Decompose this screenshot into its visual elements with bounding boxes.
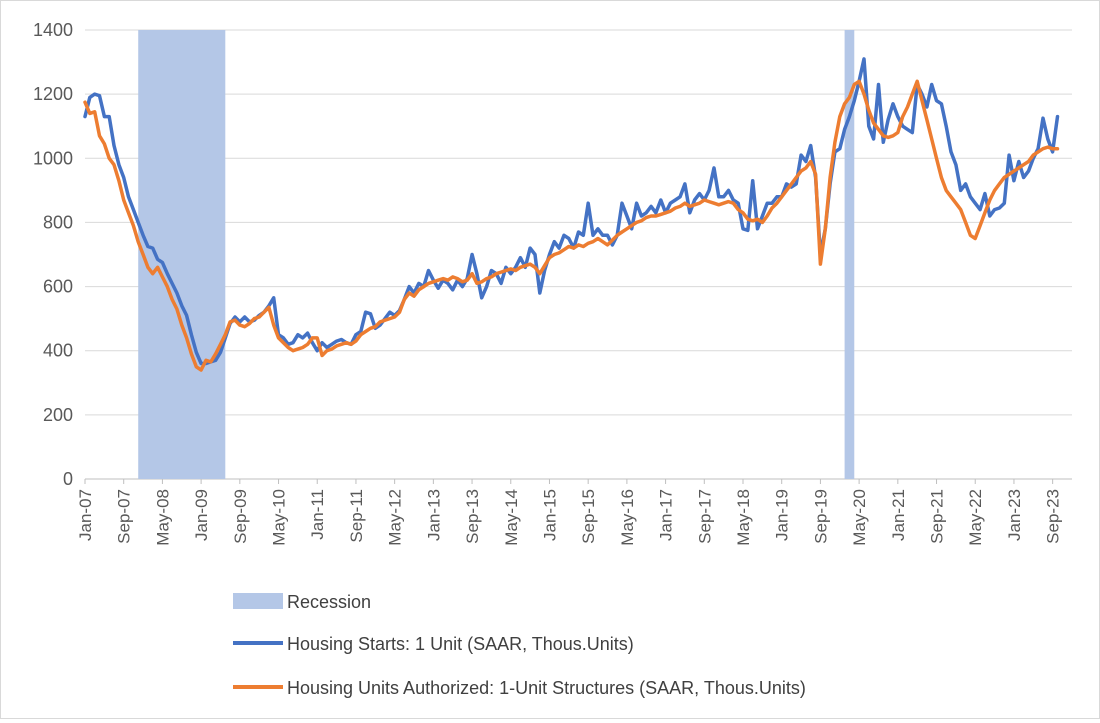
x-tick-label: Sep-15 [579,489,598,544]
x-tick-label: Jan-19 [773,489,792,541]
x-tick-label: Sep-21 [928,489,947,544]
x-tick-label: Jan-17 [657,489,676,541]
y-tick-label: 0 [63,469,73,489]
x-tick-label: Jan-13 [424,489,443,541]
x-tick-label: Sep-17 [695,489,714,544]
y-tick-label: 1000 [33,148,73,168]
x-tick-label: Jan-09 [192,489,211,541]
x-tick-label: May-14 [502,489,521,546]
x-tick-label: May-20 [850,489,869,546]
x-tick-label: Jan-11 [308,489,327,540]
y-tick-label: 1200 [33,84,73,104]
y-tick-label: 800 [43,212,73,232]
legend-swatch-recession [233,593,283,609]
legend: Recession Housing Starts: 1 Unit (SAAR, T… [233,592,806,698]
x-tick-label: Jan-23 [1005,489,1024,541]
x-tick-label: Sep-23 [1044,489,1063,544]
x-tick-label: May-12 [386,489,405,546]
y-tick-label: 1400 [33,20,73,40]
y-tick-label: 200 [43,405,73,425]
gridlines [85,29,1072,480]
recession-band [844,30,855,479]
legend-label: Recession [287,592,371,612]
x-tick-label: Sep-09 [231,489,250,544]
recession-band [138,30,226,479]
x-tick-label: May-16 [618,489,637,546]
x-tick-label: Jan-21 [889,489,908,541]
x-tick-label: May-22 [966,489,985,546]
recession-shading [138,30,855,479]
y-tick-label: 400 [43,341,73,361]
x-tick-label: May-18 [734,489,753,546]
x-tick-label: May-08 [153,489,172,546]
legend-label: Housing Units Authorized: 1-Unit Structu… [287,678,806,698]
axes: 0 200 400 600 800 1000 1200 1400 Jan-07 Sep-07 May… [33,20,1063,546]
x-tick-label: Jan-15 [540,489,559,541]
series-lines [83,57,1060,372]
y-tick-label: 600 [43,277,73,297]
x-tick-label: May-10 [270,489,289,546]
series-line-housing-permits [83,79,1060,372]
x-tick-label: Sep-07 [115,489,134,544]
x-tick-label: Jan-07 [76,489,95,541]
x-tick-label: Sep-19 [811,489,830,544]
x-tick-label: Sep-11 [347,489,366,543]
legend-label: Housing Starts: 1 Unit (SAAR, Thous.Unit… [287,634,634,654]
x-tick-label: Sep-13 [463,489,482,544]
series-line-housing-starts [83,57,1060,366]
